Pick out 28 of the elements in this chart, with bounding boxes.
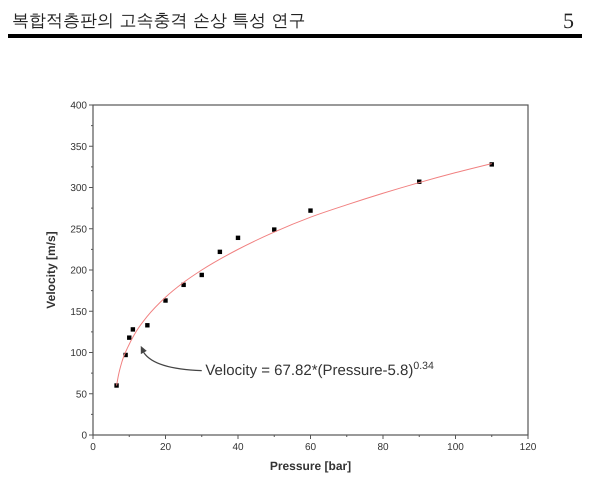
y-axis-title: Velocity [m/s] xyxy=(44,231,58,309)
x-tick-label: 20 xyxy=(160,442,172,453)
y-tick-label: 150 xyxy=(70,306,88,318)
point xyxy=(236,236,240,240)
point xyxy=(145,323,150,328)
x-tick-label: 80 xyxy=(377,442,389,453)
text: 복합적층판의 고속충격 손상 특성 연구 xyxy=(12,11,306,31)
x-tick-label: 100 xyxy=(447,442,464,453)
x-tick-label: 40 xyxy=(232,442,244,453)
annotation: Velocity = 67.82*(Pressure-5.8)$^{0.34}$ xyxy=(205,360,434,379)
x-tick-label: 60 xyxy=(304,442,316,453)
y-tick-label: 300 xyxy=(70,183,88,194)
y-tick-label: 0 xyxy=(81,430,88,442)
y-tick-label: 400 xyxy=(70,100,88,112)
text: 5 xyxy=(563,8,574,33)
x-tick-label: 120 xyxy=(520,442,537,453)
point xyxy=(200,272,204,278)
point xyxy=(218,250,222,254)
y-tick-label: 50 xyxy=(76,389,88,400)
point xyxy=(130,327,136,332)
point xyxy=(127,335,132,340)
point xyxy=(308,208,313,213)
y-tick-label: 250 xyxy=(70,224,88,236)
y-tick-label: 350 xyxy=(70,142,88,153)
y-tick-label: 200 xyxy=(70,266,88,276)
y-tick-label: 100 xyxy=(70,348,88,359)
x-axis-title: Pressure [bar] xyxy=(270,459,352,473)
x-tick-label: 0 xyxy=(90,442,96,453)
